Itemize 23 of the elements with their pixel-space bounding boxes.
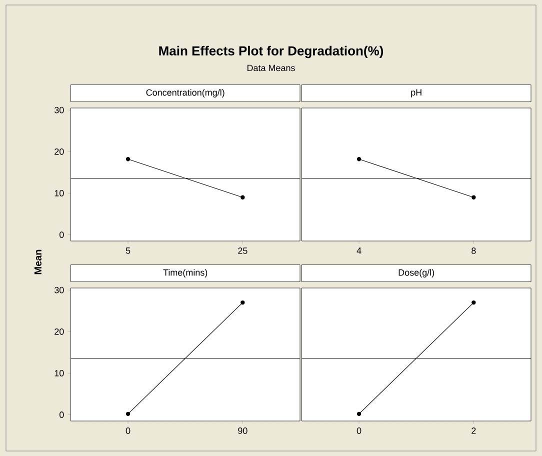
x-tick-label: 0 [126,428,130,434]
x-tick-label: 5 [126,248,130,254]
chart-title: Main Effects Plot for Degradation(%) [159,46,384,58]
y-tick-label: 20 [54,328,64,335]
x-tick-label: 0 [356,428,362,434]
x-axis-title: Concentration(mg/l) [146,89,224,98]
y-tick-label: 20 [54,148,64,155]
y-tick-label: 0 [60,232,64,238]
y-tick-label: 30 [54,106,64,114]
y-tick-label: 30 [54,286,64,294]
y-tick-label: 0 [60,412,64,418]
x-tick-label: 2 [472,428,476,434]
y-axis-title: Mean [34,250,42,274]
y-tick-label: 10 [54,370,64,376]
chart-subtitle: Data Means [247,64,295,72]
x-axis-title: Time(mins) [163,269,208,278]
x-tick-label: 8 [472,248,476,254]
x-tick-label: 25 [238,248,248,254]
x-axis-title: pH [411,89,422,98]
y-tick-label: 10 [54,190,64,196]
x-axis-title: Dose(g/l) [398,269,434,278]
x-tick-label: 4 [356,248,362,254]
x-tick-label: 90 [238,428,248,434]
